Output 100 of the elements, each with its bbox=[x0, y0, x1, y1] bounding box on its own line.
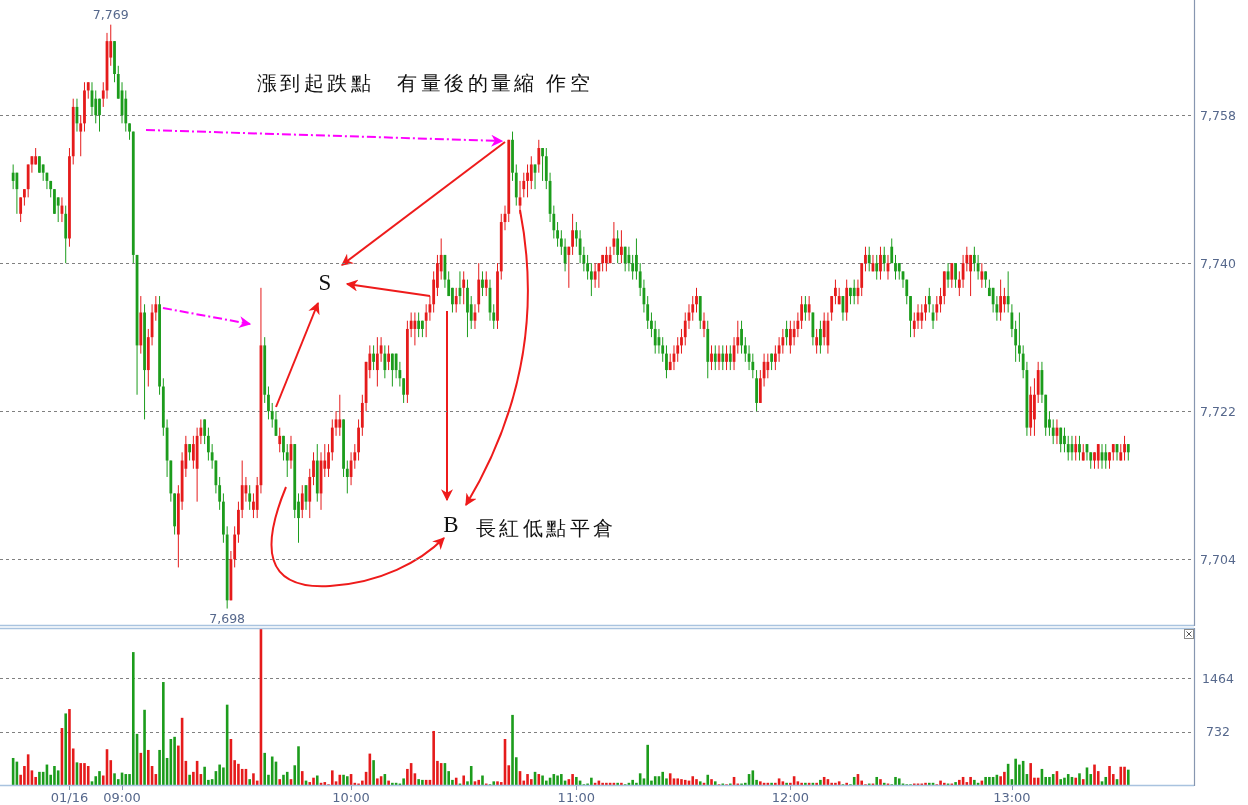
bar bbox=[131, 652, 135, 785]
bar bbox=[1059, 779, 1063, 785]
bar bbox=[346, 776, 349, 785]
bar bbox=[1126, 769, 1130, 785]
bar bbox=[173, 736, 176, 785]
bar bbox=[342, 774, 345, 785]
candlestick bbox=[593, 262, 597, 289]
candlestick bbox=[270, 402, 274, 429]
candlestick bbox=[665, 344, 668, 379]
candlestick bbox=[454, 287, 458, 313]
candlestick bbox=[852, 279, 856, 305]
bar bbox=[477, 779, 481, 785]
candlestick bbox=[529, 155, 533, 190]
candlestick bbox=[807, 295, 811, 322]
bar bbox=[774, 782, 777, 785]
bar bbox=[1014, 758, 1017, 785]
bar bbox=[38, 771, 41, 785]
bar bbox=[1029, 763, 1032, 785]
bar bbox=[312, 777, 315, 785]
bar bbox=[541, 775, 544, 785]
candlestick bbox=[620, 229, 623, 264]
y-tick-label: 7,758 bbox=[1200, 107, 1236, 123]
candlestick bbox=[710, 344, 713, 371]
bar bbox=[834, 782, 837, 785]
bar bbox=[845, 782, 848, 785]
bar bbox=[560, 774, 563, 785]
candlestick bbox=[1002, 287, 1006, 313]
bar bbox=[315, 775, 319, 785]
bar bbox=[800, 782, 803, 785]
bar bbox=[417, 779, 420, 785]
candlestick bbox=[803, 295, 807, 322]
bar bbox=[300, 771, 304, 785]
bar bbox=[83, 763, 86, 785]
candlestick bbox=[567, 246, 571, 289]
bar bbox=[1003, 771, 1006, 785]
annotation: 長紅低點平倉 bbox=[476, 517, 617, 539]
candlestick bbox=[815, 328, 819, 355]
candlestick bbox=[650, 312, 653, 338]
bar bbox=[830, 782, 833, 785]
candlestick bbox=[278, 427, 282, 453]
bar bbox=[124, 774, 128, 785]
candlestick bbox=[950, 262, 954, 289]
bar bbox=[939, 780, 942, 785]
bar bbox=[683, 779, 687, 785]
bar bbox=[620, 782, 623, 785]
y-tick-label: 7,722 bbox=[1200, 403, 1236, 419]
bar bbox=[432, 730, 435, 785]
bar bbox=[661, 771, 665, 785]
bar bbox=[270, 756, 274, 785]
bar bbox=[676, 778, 680, 785]
candlestick bbox=[372, 344, 375, 371]
candlestick bbox=[954, 262, 957, 289]
candlestick bbox=[608, 246, 612, 264]
bar bbox=[1066, 774, 1070, 785]
bar bbox=[285, 771, 289, 785]
candlestick bbox=[462, 270, 466, 305]
candlestick bbox=[98, 98, 101, 133]
bar bbox=[252, 773, 255, 785]
annotation: 7,698 bbox=[209, 610, 246, 626]
bar bbox=[526, 774, 529, 785]
bar bbox=[278, 779, 282, 785]
bar bbox=[98, 771, 101, 785]
candlestick bbox=[635, 237, 638, 281]
bar bbox=[1108, 766, 1111, 785]
bar bbox=[973, 779, 976, 785]
bar bbox=[162, 682, 165, 785]
bar bbox=[1123, 766, 1126, 785]
bar bbox=[988, 776, 991, 785]
candlestick bbox=[1018, 312, 1021, 363]
bar bbox=[575, 776, 578, 785]
bar bbox=[1104, 776, 1108, 785]
bar bbox=[927, 782, 931, 785]
bar bbox=[590, 777, 593, 785]
bar bbox=[695, 779, 698, 785]
bar bbox=[218, 764, 221, 785]
bar bbox=[958, 779, 961, 785]
bar bbox=[969, 776, 972, 785]
bar bbox=[147, 749, 150, 785]
bar bbox=[815, 782, 818, 785]
bar bbox=[372, 760, 375, 785]
bar bbox=[713, 781, 717, 785]
candlestick bbox=[1051, 418, 1055, 445]
candlestick bbox=[285, 443, 289, 478]
bar bbox=[882, 782, 886, 785]
candlestick bbox=[338, 394, 342, 437]
candlestick bbox=[390, 353, 394, 388]
bar bbox=[237, 763, 240, 785]
candlestick bbox=[1006, 270, 1010, 313]
bar bbox=[297, 746, 300, 785]
bar bbox=[79, 763, 83, 785]
candlestick bbox=[612, 221, 616, 256]
candlestick bbox=[894, 254, 897, 281]
bar bbox=[804, 782, 807, 785]
candlestick bbox=[905, 279, 909, 305]
candlestick bbox=[721, 344, 725, 371]
bar bbox=[1093, 764, 1096, 785]
candlestick bbox=[571, 213, 574, 256]
x-tick-label: 11:00 bbox=[557, 790, 596, 805]
candlestick bbox=[1059, 427, 1063, 453]
bar bbox=[601, 782, 604, 785]
